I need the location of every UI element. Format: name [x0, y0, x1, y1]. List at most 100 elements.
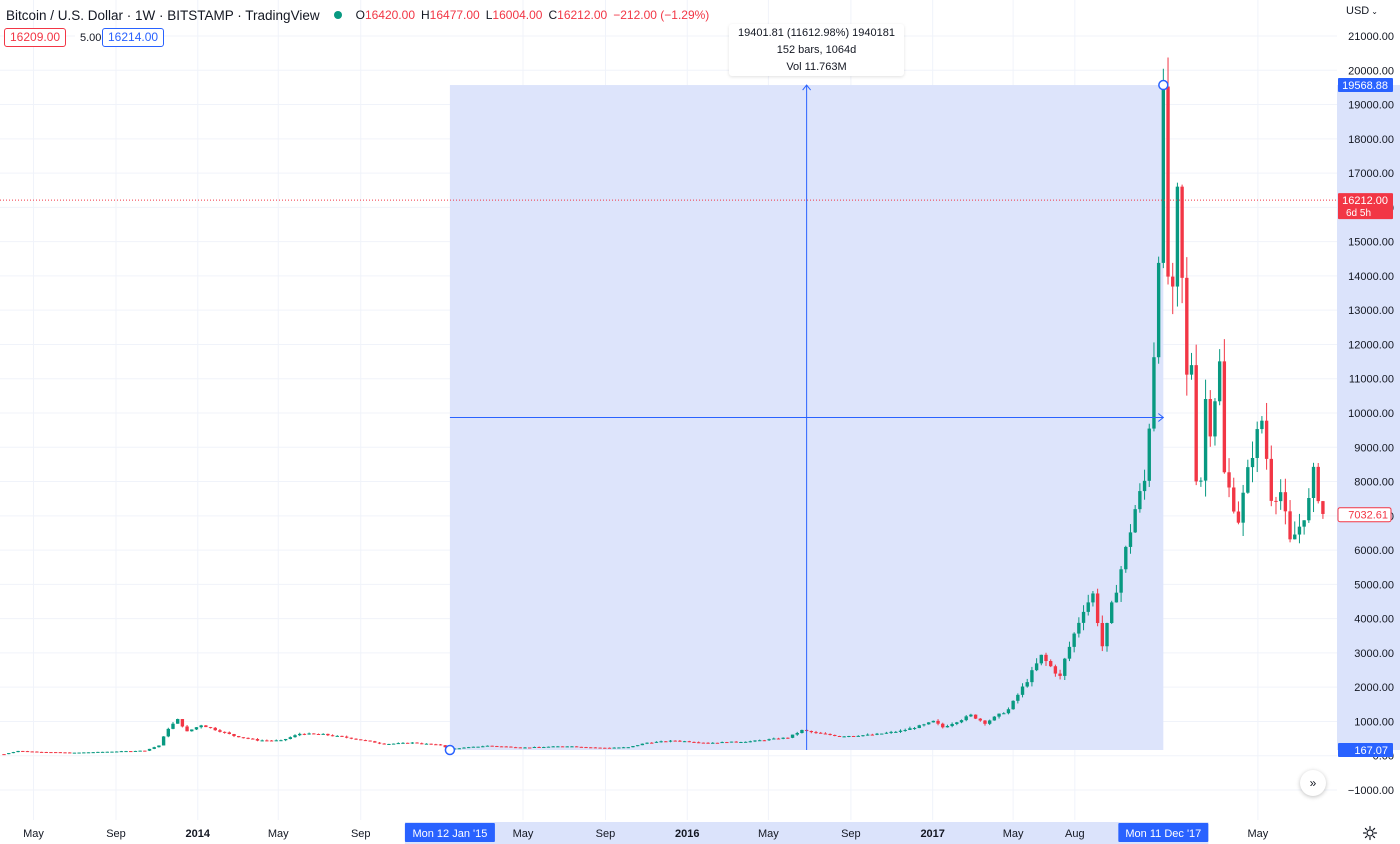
- candle-body: [401, 742, 405, 744]
- candle: [865, 733, 870, 736]
- time-tick-label: May: [1003, 828, 1024, 840]
- candle-body: [1180, 186, 1184, 278]
- candle: [762, 739, 767, 742]
- candle-body: [542, 747, 546, 749]
- symbol-title[interactable]: Bitcoin / U.S. Dollar · 1W · BITSTAMP · …: [6, 7, 320, 23]
- candle: [476, 746, 480, 748]
- candle-body: [387, 743, 391, 745]
- candle: [11, 751, 16, 754]
- candle: [955, 721, 959, 726]
- candle-body: [687, 741, 691, 743]
- time-tick-label: May: [513, 828, 534, 840]
- candle-body: [1156, 262, 1161, 358]
- time-tick-label: Sep: [841, 828, 861, 840]
- candle-body: [7, 753, 11, 755]
- candle-body: [1114, 592, 1119, 603]
- candle: [598, 747, 602, 749]
- candle: [969, 713, 973, 718]
- candle-body: [711, 742, 715, 744]
- candle-body: [1105, 622, 1109, 647]
- candle: [926, 722, 931, 725]
- candle: [621, 746, 626, 749]
- candle: [1293, 521, 1297, 540]
- candle: [959, 719, 964, 724]
- candle: [1086, 594, 1090, 616]
- candle-body: [481, 746, 485, 748]
- candle-body: [931, 720, 936, 723]
- candle: [63, 752, 67, 754]
- candle: [847, 735, 851, 738]
- measure-volume: Vol 11.763M: [786, 61, 847, 73]
- candle: [668, 740, 673, 743]
- candle-body: [232, 734, 236, 737]
- candle: [354, 738, 358, 740]
- candle-body: [856, 735, 860, 737]
- candle: [1119, 566, 1123, 602]
- settings-gear-icon[interactable]: [1362, 825, 1378, 841]
- candle-body: [678, 740, 682, 742]
- candle-body: [992, 716, 997, 721]
- candle-body: [809, 730, 814, 733]
- candle: [204, 725, 208, 728]
- candle-body: [800, 729, 804, 734]
- candle: [603, 747, 607, 749]
- candle-body: [429, 743, 433, 745]
- candle-body: [720, 742, 724, 744]
- candle-body: [664, 741, 668, 743]
- time-tick-label: 2016: [675, 828, 699, 840]
- candle: [757, 739, 762, 742]
- candle-body: [405, 742, 410, 744]
- currency-selector[interactable]: USD ⌄: [1346, 5, 1378, 17]
- candle-body: [917, 725, 921, 729]
- scroll-to-realtime-button[interactable]: »: [1300, 770, 1326, 796]
- candle-body: [936, 720, 940, 724]
- candle-body: [617, 747, 621, 749]
- candle-body: [1091, 593, 1095, 603]
- candle-body: [326, 733, 330, 736]
- candle: [542, 746, 546, 749]
- sell-button[interactable]: 16209.00: [4, 28, 67, 47]
- buy-button[interactable]: 16214.00: [102, 28, 165, 47]
- candle: [274, 739, 278, 742]
- candle: [692, 741, 696, 743]
- candle: [30, 751, 34, 753]
- price-tick-label: 18000.00: [1348, 134, 1394, 146]
- candle-body: [739, 741, 743, 743]
- candle-body: [776, 738, 781, 740]
- price-axis-label: 167.07: [1338, 743, 1393, 758]
- candle: [936, 719, 940, 726]
- candle-body: [190, 729, 194, 732]
- candle-body: [987, 720, 992, 724]
- candle-body: [157, 745, 161, 748]
- candle-body: [1119, 569, 1123, 593]
- candle: [1110, 600, 1114, 624]
- price-tick-label: 9000.00: [1354, 442, 1394, 454]
- candle-body: [420, 743, 424, 745]
- candle-body: [171, 723, 175, 729]
- price-label-text: 7032.61: [1348, 510, 1388, 522]
- candle: [340, 735, 344, 738]
- candle-body: [443, 745, 447, 748]
- price-tick-label: 15000.00: [1348, 237, 1394, 249]
- candle: [485, 745, 490, 747]
- candle-body: [593, 747, 598, 749]
- candle: [941, 722, 945, 729]
- candle: [626, 747, 630, 749]
- double-chevron-right-icon: »: [1309, 776, 1317, 790]
- candle: [91, 752, 95, 754]
- candle: [673, 740, 677, 742]
- axes: 21000.00 20000.00 19000.00 18000.00 17000.00…: [23, 31, 1394, 842]
- price-axis-label: 7032.61: [1337, 507, 1392, 523]
- candle: [1307, 488, 1311, 523]
- time-tick-label: Sep: [596, 828, 616, 840]
- candle-body: [21, 750, 25, 752]
- candle: [574, 746, 579, 748]
- price-tick-label: 12000.00: [1348, 339, 1394, 351]
- candle: [114, 751, 119, 753]
- candle: [617, 747, 621, 749]
- candle-body: [715, 742, 720, 744]
- candle: [1278, 479, 1283, 510]
- candle: [157, 745, 161, 748]
- measure-end-handle: [1158, 79, 1169, 91]
